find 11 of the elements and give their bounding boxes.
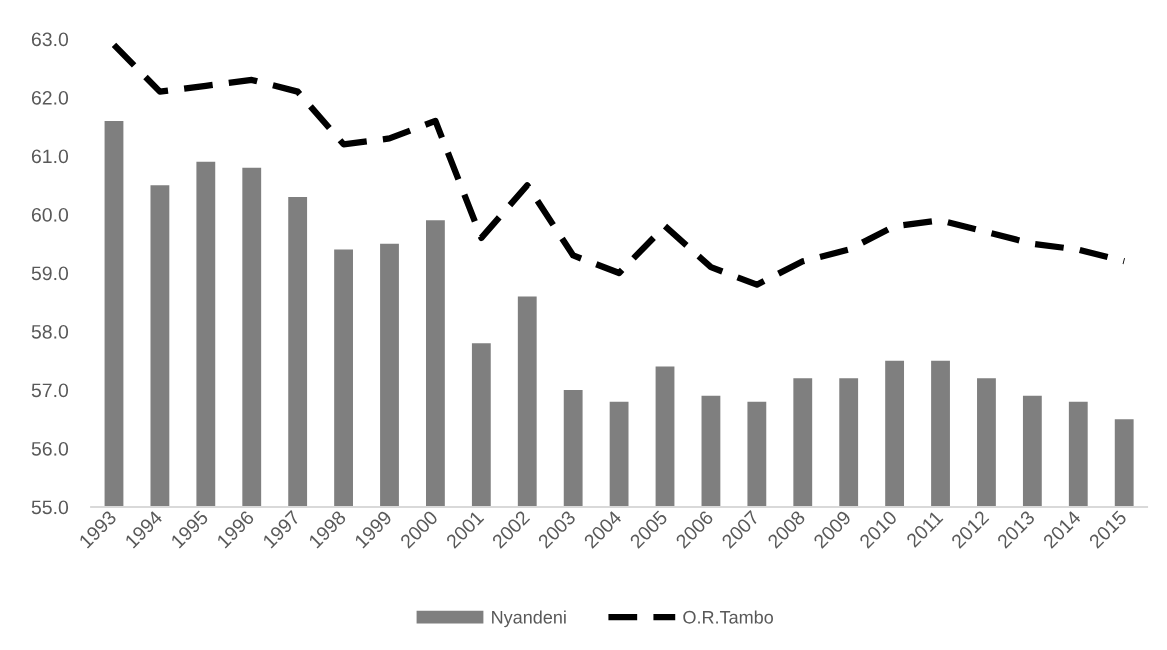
y-tick-label: 62.0 bbox=[31, 90, 69, 105]
y-tick-label: 63.0 bbox=[31, 32, 69, 47]
y-tick-label: 60.0 bbox=[31, 207, 69, 222]
legend-label: O.R.Tambo bbox=[683, 610, 773, 624]
y-tick-label: 58.0 bbox=[31, 324, 69, 339]
y-tick-label: 61.0 bbox=[31, 149, 69, 164]
legend-label: Nyandeni bbox=[492, 610, 566, 628]
y-tick-label: 57.0 bbox=[31, 383, 69, 398]
y-tick-label: 56.0 bbox=[31, 441, 69, 456]
y-tick-label: 59.0 bbox=[31, 266, 69, 281]
y-tick-label: 55.0 bbox=[31, 500, 69, 515]
